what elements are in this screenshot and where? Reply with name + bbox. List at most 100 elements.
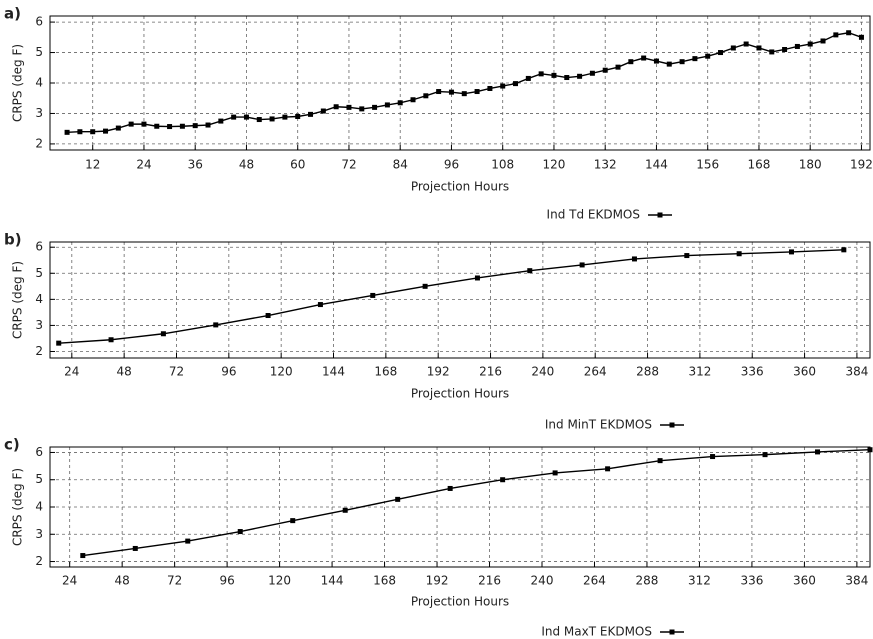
point-marker [474, 275, 480, 281]
point-marker [422, 283, 428, 289]
point-marker [679, 59, 685, 65]
point-marker [605, 466, 611, 472]
point-marker [500, 83, 506, 89]
point-marker [615, 64, 621, 70]
y-tick-label: 5 [35, 266, 43, 280]
x-tick-label: 312 [688, 574, 711, 588]
y-tick-label: 4 [35, 76, 43, 90]
point-marker [103, 128, 109, 134]
x-tick-label: 192 [850, 158, 873, 172]
point-marker [256, 117, 262, 123]
y-tick-label: 2 [35, 136, 43, 150]
x-tick-label: 288 [636, 365, 659, 379]
point-marker [736, 251, 742, 257]
x-axis-label: Projection Hours [411, 387, 509, 401]
point-marker [710, 454, 716, 460]
y-tick-label: 5 [35, 45, 43, 59]
legend-marker [669, 422, 675, 428]
legend-label: Ind MinT EKDMOS [545, 418, 652, 432]
x-tick-label: 48 [117, 365, 132, 379]
point-marker [551, 72, 557, 78]
x-tick-label: 216 [478, 574, 501, 588]
x-tick-label: 12 [85, 158, 100, 172]
x-tick-label: 96 [444, 158, 459, 172]
x-tick-label: 336 [740, 574, 763, 588]
point-marker [282, 114, 288, 120]
point-marker [692, 56, 698, 62]
point-marker [80, 553, 86, 559]
point-marker [474, 89, 480, 95]
point-marker [342, 507, 348, 513]
point-marker [867, 447, 873, 453]
x-tick-label: 336 [741, 365, 764, 379]
y-axis-label: CRPS (deg F) [11, 261, 25, 339]
legend-marker [657, 212, 663, 218]
point-marker [295, 114, 301, 119]
point-marker [346, 104, 352, 110]
point-marker [56, 340, 62, 346]
x-tick-label: 384 [845, 574, 868, 588]
point-marker [308, 111, 314, 117]
point-marker [730, 45, 736, 51]
point-marker [447, 485, 453, 491]
x-tick-label: 144 [321, 574, 344, 588]
point-marker [205, 122, 211, 128]
point-marker [179, 123, 185, 129]
x-tick-label: 36 [188, 158, 203, 172]
point-marker [743, 41, 749, 47]
point-marker [243, 114, 249, 120]
point-marker [333, 104, 339, 110]
point-marker [231, 114, 237, 120]
point-marker [154, 123, 160, 129]
point-marker [141, 121, 147, 127]
plot-frame [49, 241, 871, 359]
x-tick-label: 360 [793, 365, 816, 379]
point-marker [290, 518, 296, 524]
point-marker [461, 91, 467, 97]
point-marker [64, 129, 70, 135]
point-marker [782, 47, 788, 52]
point-marker [579, 262, 585, 268]
point-marker [370, 292, 376, 298]
point-marker [128, 121, 134, 127]
legend-marker [669, 629, 675, 635]
x-tick-label: 168 [373, 574, 396, 588]
x-tick-label: 48 [239, 158, 254, 172]
panel-label: b) [4, 231, 22, 249]
point-marker [167, 124, 173, 130]
x-tick-label: 360 [793, 574, 816, 588]
x-tick-label: 72 [341, 158, 356, 172]
y-tick-label: 3 [35, 106, 43, 120]
point-marker [641, 55, 647, 61]
x-axis-label: Projection Hours [411, 595, 509, 609]
x-tick-label: 168 [748, 158, 771, 172]
point-marker [359, 106, 365, 112]
y-tick-label: 2 [35, 344, 43, 358]
point-marker [525, 75, 531, 81]
point-marker [237, 529, 243, 535]
point-marker [602, 67, 608, 73]
point-marker [77, 129, 83, 135]
point-marker [384, 102, 390, 108]
y-tick-label: 6 [35, 15, 43, 29]
point-marker [410, 97, 416, 103]
point-marker [628, 59, 634, 65]
x-tick-label: 180 [799, 158, 822, 172]
x-tick-label: 168 [374, 365, 397, 379]
x-tick-label: 108 [491, 158, 514, 172]
point-marker [317, 302, 323, 308]
x-tick-label: 24 [62, 574, 77, 588]
point-marker [423, 93, 429, 99]
plot-frame [49, 15, 871, 151]
point-marker [487, 85, 493, 91]
series-line [58, 249, 844, 344]
y-tick-label: 6 [35, 445, 43, 459]
point-marker [320, 108, 326, 114]
point-marker [552, 470, 558, 476]
point-marker [718, 50, 724, 56]
x-tick-label: 144 [322, 365, 345, 379]
x-tick-label: 120 [543, 158, 566, 172]
legend-label: Ind MaxT EKDMOS [541, 625, 652, 639]
point-marker [756, 45, 762, 51]
